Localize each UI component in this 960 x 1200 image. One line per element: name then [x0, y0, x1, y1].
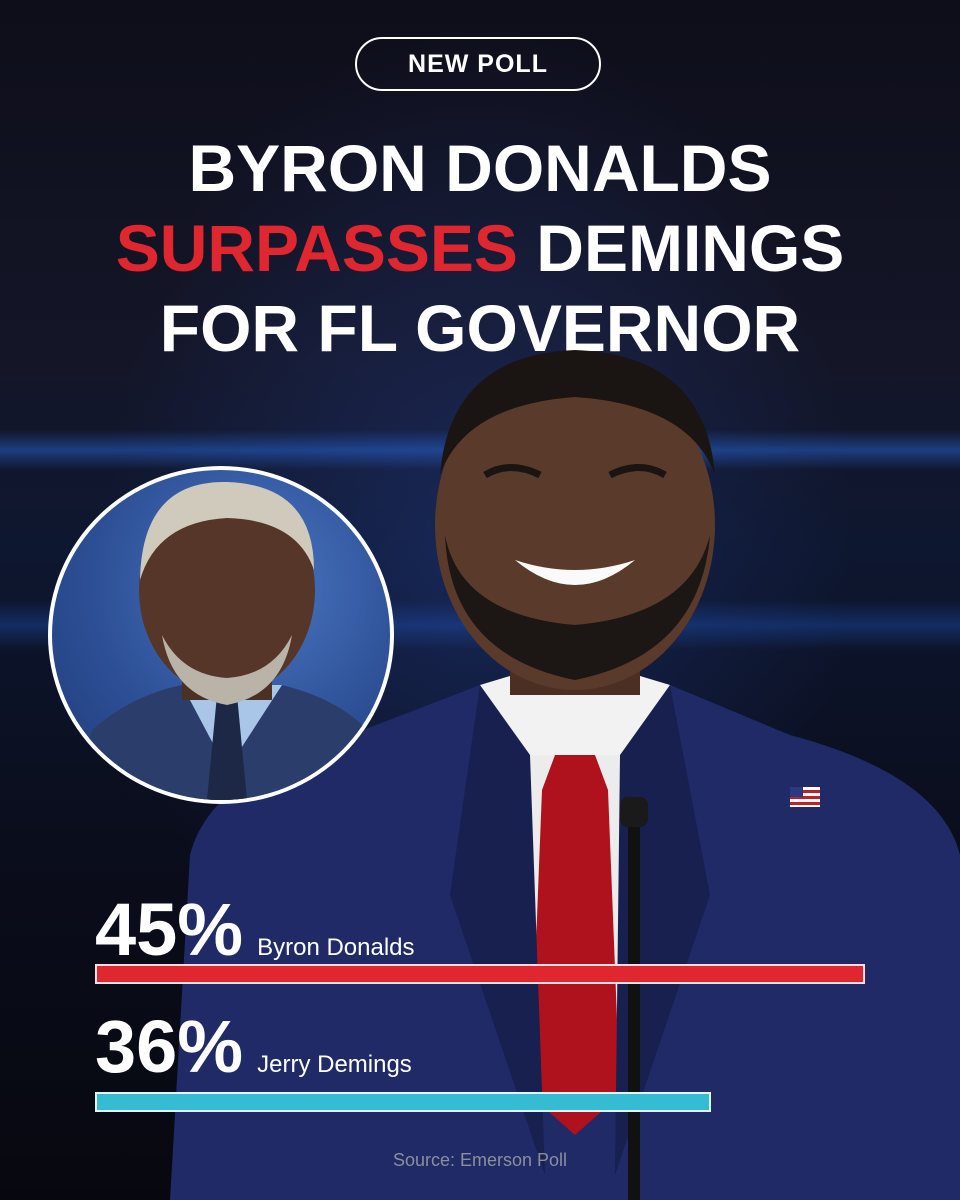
opponent-inset-photo: [48, 466, 394, 804]
headline-line-1: BYRON DONALDS: [188, 131, 772, 205]
headline-line-2: SURPASSES DEMINGS: [0, 208, 960, 288]
bar-jerry-demings: [95, 1092, 711, 1112]
category-label: Byron Donalds: [257, 934, 415, 961]
headline-line-2-rest: DEMINGS: [517, 211, 845, 285]
bar-byron-donalds: [95, 964, 865, 984]
new-poll-badge: NEW POLL: [355, 37, 601, 91]
candidate-photo: [170, 350, 960, 1200]
category-label: Jerry Demings: [257, 1051, 412, 1078]
row-label-jerry-demings: 36% Jerry Demings: [95, 1010, 412, 1084]
source-credit: Source: Emerson Poll: [392, 1150, 568, 1170]
badge-label: NEW POLL: [408, 49, 548, 78]
value-label: 45%: [95, 888, 244, 971]
value-label: 36%: [95, 1005, 244, 1088]
headline-line-3: FOR FL GOVERNOR: [159, 291, 801, 365]
opponent-portrait: [72, 481, 390, 800]
row-label-byron-donalds: 45% Byron Donalds: [95, 893, 415, 967]
headline-highlight: SURPASSES: [115, 211, 518, 285]
us-flag-pin-icon: [790, 787, 820, 807]
